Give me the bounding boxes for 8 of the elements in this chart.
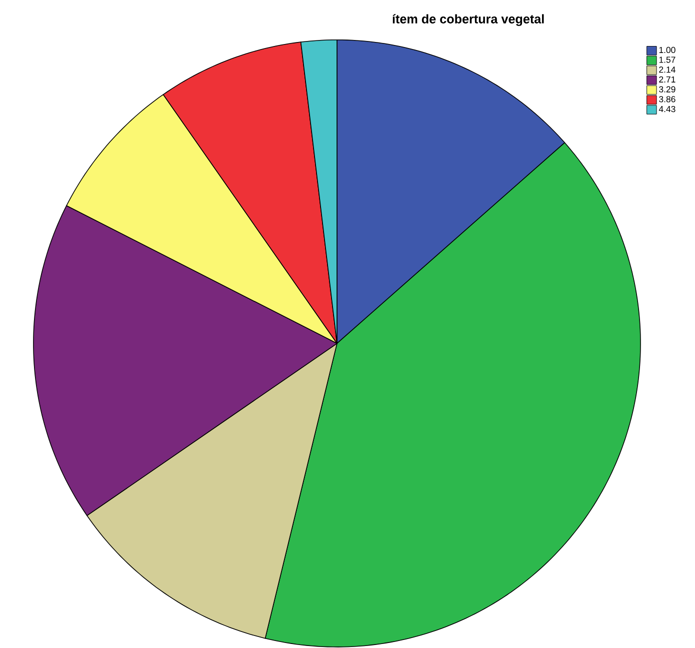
chart-title: ítem de cobertura vegetal: [392, 14, 544, 26]
legend-label: 2.14: [659, 66, 676, 73]
legend-label: 3.86: [659, 96, 676, 102]
legend-label: 1.00: [659, 46, 676, 54]
legend-label: 4.43: [658, 106, 676, 112]
legend-label: 3.29: [659, 86, 676, 92]
legend-label: 2.71: [659, 76, 676, 82]
legend-label: 1.57: [659, 56, 676, 63]
